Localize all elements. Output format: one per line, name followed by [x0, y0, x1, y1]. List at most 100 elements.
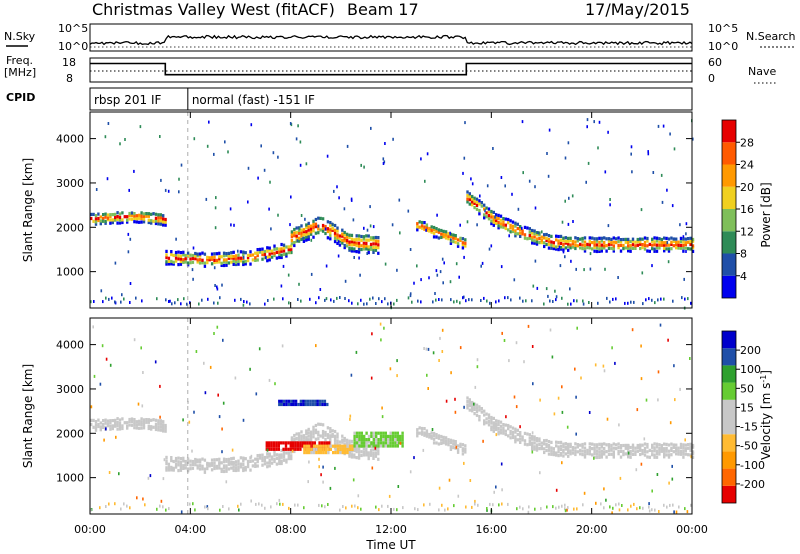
velocity-cell — [583, 446, 587, 450]
velocity-cell — [306, 399, 310, 403]
velocity-cell — [287, 441, 290, 445]
power-cell — [213, 260, 216, 265]
velocity-cell — [94, 420, 98, 424]
power-speck — [178, 177, 180, 181]
power-cell — [682, 243, 685, 248]
power-cell — [135, 214, 138, 218]
velocity-cell — [198, 464, 202, 468]
velocity-cell — [177, 469, 180, 473]
velocity-cell — [394, 438, 397, 442]
velocity-cell — [514, 427, 517, 431]
power-cell — [350, 237, 354, 241]
velocity-cell — [675, 446, 678, 450]
power-cell — [329, 233, 332, 238]
velocity-cell — [284, 441, 288, 445]
power-cell — [574, 240, 577, 244]
velocity-cell — [194, 457, 197, 462]
power-cell — [538, 237, 541, 241]
power-cell — [535, 233, 539, 237]
velocity-cell — [672, 445, 675, 449]
power-cell — [545, 232, 548, 237]
power-speck — [133, 169, 135, 173]
velocity-speck — [276, 502, 278, 506]
velocity-cell — [331, 433, 334, 437]
velocity-cell — [416, 428, 419, 432]
velocity-speck — [396, 374, 398, 378]
velocity-cell — [316, 399, 319, 403]
velocity-cell — [239, 456, 243, 460]
power-speck — [416, 264, 418, 268]
velocity-cell — [326, 435, 330, 440]
power-cell — [655, 249, 659, 253]
velocity-cell — [612, 450, 615, 454]
noise-tick-bottom-right: 10^0 — [708, 40, 738, 53]
velocity-cell — [519, 431, 522, 435]
velocity-cell — [320, 444, 323, 448]
velocity-cell — [658, 452, 661, 456]
power-cell — [278, 247, 281, 251]
velocity-cell — [360, 434, 363, 438]
velocity-cell — [165, 462, 168, 466]
velocity-cell — [691, 455, 695, 459]
power-speck — [298, 227, 301, 231]
velocity-cell — [452, 439, 455, 443]
velocity-speck — [268, 378, 271, 382]
power-cell — [437, 236, 441, 240]
velocity-cell — [174, 456, 178, 461]
velocity-cell — [610, 443, 613, 447]
velocity-cell — [456, 450, 460, 454]
velocity-cell — [440, 441, 443, 445]
velocity-cell — [184, 463, 187, 467]
power-cell — [157, 216, 160, 220]
velocity-cell — [353, 441, 356, 445]
power-cell — [230, 260, 233, 264]
power-cell — [519, 225, 522, 229]
velocity-cell — [509, 425, 512, 429]
velocity-cell — [285, 402, 288, 407]
power-cell — [588, 236, 591, 240]
power-cell — [300, 224, 303, 228]
velocity-cell — [612, 442, 615, 446]
velocity-cell — [270, 455, 274, 459]
power-speck — [168, 300, 170, 303]
velocity-cell — [379, 444, 383, 448]
velocity-speck — [690, 503, 692, 507]
power-cell — [167, 262, 171, 266]
power-cell — [164, 223, 167, 227]
power-cell — [593, 237, 596, 241]
plot-title: Christmas Valley West (fitACF) — [92, 0, 335, 19]
power-cell — [244, 251, 247, 255]
power-cell — [121, 220, 124, 225]
power-speck — [382, 157, 385, 161]
velocity-cell — [304, 441, 307, 445]
power-speck — [339, 296, 341, 299]
velocity-speck — [109, 363, 112, 367]
power-cell — [174, 253, 178, 257]
velocity-speck — [611, 511, 613, 515]
velocity-cell — [225, 458, 228, 462]
velocity-speck — [603, 487, 605, 491]
power-cell — [355, 244, 358, 248]
power-cell — [128, 213, 131, 217]
power-cell — [222, 263, 226, 268]
power-speck — [651, 264, 653, 268]
power-cell — [305, 238, 308, 242]
power-cell — [571, 240, 575, 244]
power-cell — [295, 230, 298, 234]
power-speck — [269, 180, 271, 184]
velocity-cell — [292, 447, 295, 451]
velocity-speck — [447, 507, 449, 511]
velocity-speck — [576, 326, 578, 330]
power-cell — [663, 243, 666, 247]
power-cell — [147, 212, 150, 216]
power-cell — [263, 252, 267, 257]
power-cell — [336, 241, 339, 245]
velocity-speck — [567, 506, 569, 510]
velocity-speck — [379, 322, 382, 326]
velocity-cell — [475, 409, 479, 413]
power-cell — [372, 236, 375, 240]
velocity-cell — [384, 441, 387, 445]
power-cell — [372, 245, 375, 250]
velocity-speck — [531, 431, 534, 435]
